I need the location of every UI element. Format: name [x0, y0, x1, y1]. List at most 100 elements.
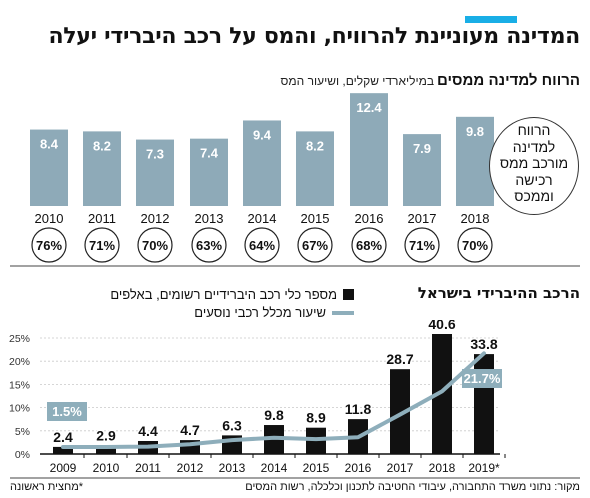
y-tick-label: 0%	[15, 449, 30, 461]
revenue-value-label: 8.2	[306, 138, 324, 153]
revenue-bar	[30, 129, 68, 206]
share-label-box	[462, 369, 502, 388]
revenue-value-label: 12.4	[356, 100, 382, 115]
hybrid-value-label: 11.8	[345, 401, 372, 417]
callout-circle	[489, 117, 579, 215]
revenue-bar	[350, 93, 388, 206]
tax-rate-label: 71%	[89, 238, 115, 253]
y-tick-label: 5%	[15, 426, 30, 438]
legend-bar-swatch	[343, 289, 354, 300]
tax-rate-circle	[457, 227, 493, 263]
tax-rate-circle	[137, 227, 173, 263]
revenue-value-label: 9.4	[253, 127, 272, 142]
revenue-value-label: 7.9	[413, 141, 431, 156]
hybrid-value-label: 28.7	[386, 351, 413, 367]
revenue-year-label: 2012	[141, 211, 170, 226]
revenue-year-label: 2010	[35, 211, 64, 226]
revenue-chart-subtitle: במיליארדי שקלים, ושיעור המס	[280, 74, 435, 88]
revenue-year-label: 2011	[88, 211, 116, 226]
share-label: 21.7%	[464, 371, 501, 386]
tax-rate-circle	[351, 227, 387, 263]
tax-rate-circle	[191, 227, 227, 263]
hybrid-value-label: 40.6	[428, 320, 455, 332]
revenue-year-label: 2018	[461, 211, 490, 226]
revenue-bar	[296, 131, 334, 206]
revenue-bar	[83, 131, 121, 206]
revenue-bar	[243, 120, 281, 206]
callout-text: הרווח למדינה מורכב ממס רכישה וממכס	[499, 122, 569, 204]
source-note: מקור: נתוני משרד התחבורה, עיבודי החטיבה …	[245, 481, 580, 493]
share-label-box	[47, 402, 87, 421]
accent-bar	[465, 16, 517, 23]
tax-rate-label: 70%	[142, 238, 168, 253]
hybrid-bar	[432, 334, 452, 454]
hybrid-combo-chart: 0% 5% 10% 15% 20% 25% 2.4 2.9 4.4 4.7 6.3 9.8 8.9 11.…	[9, 320, 580, 479]
hybrid-value-label: 2.4	[53, 429, 73, 445]
hybrid-value-label: 8.9	[306, 410, 326, 426]
hybrid-value-label: 9.8	[264, 407, 284, 423]
tax-rate-label: 71%	[409, 238, 435, 253]
hybrid-bar	[96, 445, 116, 454]
hybrid-bar	[53, 446, 73, 454]
revenue-year-label: 2013	[195, 211, 224, 226]
legend-bars-label: מספר כלי רכב היברידיים רשומים, באלפים	[110, 287, 337, 302]
legend-line-swatch	[332, 310, 354, 315]
revenue-bar	[456, 116, 494, 206]
revenue-bar	[136, 139, 174, 206]
hybrid-year-label: 2010	[93, 461, 120, 475]
revenue-bar	[190, 138, 228, 206]
hybrid-year-label: 2015	[303, 461, 330, 475]
tax-rate-label: 67%	[302, 238, 328, 253]
page-title: המדינה מעוניינת להרוויח, והמס על רכב היב…	[48, 24, 580, 49]
tax-rate-label: 76%	[36, 238, 62, 253]
revenue-year-label: 2016	[355, 211, 384, 226]
tax-rate-label: 63%	[196, 238, 222, 253]
footnote: *מחצית ראשונה	[10, 481, 84, 493]
tax-rate-circle	[84, 227, 120, 263]
revenue-year-label: 2015	[301, 211, 330, 226]
hybrid-year-label: 2014	[261, 461, 288, 475]
hybrid-year-label: 2012	[177, 461, 204, 475]
revenue-value-label: 7.4	[200, 146, 219, 161]
hybrid-value-label: 33.8	[470, 336, 497, 352]
hybrid-bar	[390, 369, 410, 454]
legend-bars: מספר כלי רכב היברידיים רשומים, באלפים	[110, 287, 354, 302]
legend-line-label: שיעור מכלל רכבי נוסעים	[194, 305, 326, 320]
y-tick-label: 10%	[9, 403, 30, 415]
hybrid-year-label: 2016	[345, 461, 372, 475]
tax-rate-circle	[244, 227, 280, 263]
revenue-value-label: 8.4	[40, 137, 59, 152]
revenue-bar-chart: 8.4 2010 76% 8.2 2011 71% 7.3 2012 70% 7.4 2013 63%…	[10, 93, 580, 267]
hybrid-value-label: 2.9	[96, 427, 116, 443]
tax-rate-circle	[404, 227, 440, 263]
share-label: 1.5%	[52, 404, 82, 419]
hybrid-year-label: 2011	[135, 461, 161, 475]
revenue-value-label: 8.2	[93, 138, 111, 153]
revenue-value-label: 7.3	[146, 147, 164, 162]
hybrid-value-label: 6.3	[222, 417, 242, 433]
tax-rate-circle	[297, 227, 333, 263]
hybrid-value-label: 4.4	[138, 423, 158, 439]
hybrid-year-label: 2019*	[468, 461, 500, 475]
hybrid-value-label: 4.7	[180, 422, 200, 438]
y-tick-label: 25%	[9, 333, 30, 345]
hybrid-year-label: 2017	[387, 461, 414, 475]
tax-rate-label: 70%	[462, 238, 488, 253]
hybrid-chart-title: הרכב ההיברידי בישראל	[417, 284, 580, 302]
revenue-chart-heading: הרווח למדינה ממסיםבמיליארדי שקלים, ושיעו…	[281, 72, 580, 90]
tax-rate-circle	[31, 227, 67, 263]
hybrid-year-label: 2013	[219, 461, 246, 475]
revenue-bar	[403, 134, 441, 206]
legend-line: שיעור מכלל רכבי נוסעים	[194, 305, 354, 320]
tax-rate-label: 68%	[356, 238, 382, 253]
revenue-year-label: 2014	[248, 211, 277, 226]
revenue-chart-title: הרווח למדינה ממסים	[437, 72, 580, 89]
hybrid-year-label: 2018	[429, 461, 456, 475]
tax-rate-label: 64%	[249, 238, 275, 253]
revenue-value-label: 9.8	[466, 124, 484, 139]
revenue-year-label: 2017	[408, 211, 437, 226]
share-line	[61, 351, 486, 450]
hybrid-year-label: 2009	[50, 461, 77, 475]
y-tick-label: 20%	[9, 356, 30, 368]
y-tick-label: 15%	[9, 379, 30, 391]
